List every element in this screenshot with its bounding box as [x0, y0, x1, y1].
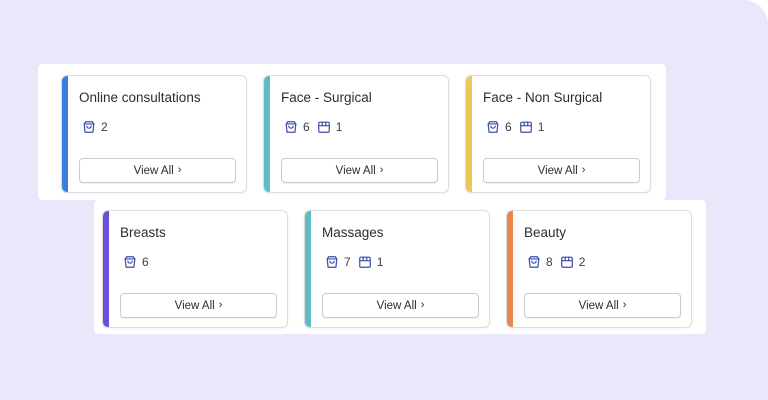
product-count: 6 [284, 120, 310, 134]
view-all-button[interactable]: View All › [79, 158, 236, 183]
product-count: 8 [527, 255, 553, 269]
card-title: Face - Non Surgical [483, 90, 603, 105]
count-value: 1 [376, 255, 384, 269]
card-accent-bar [62, 76, 68, 192]
card-title: Beauty [524, 225, 567, 240]
view-all-button[interactable]: View All › [524, 293, 681, 318]
product-count: 6 [123, 255, 149, 269]
bag-icon [486, 120, 505, 134]
view-all-button[interactable]: View All › [120, 293, 277, 318]
category-card: Massages 7 1 View All › [304, 210, 490, 328]
count-value: 8 [546, 255, 553, 269]
view-all-label: View All [174, 299, 215, 312]
view-all-label: View All [578, 299, 619, 312]
card-stats: 6 [123, 255, 156, 269]
card-stats: 2 [82, 120, 115, 134]
card-accent-bar [507, 211, 513, 327]
bag-icon [284, 120, 303, 134]
card-title: Online consultations [79, 90, 201, 105]
package-count: 1 [317, 120, 343, 134]
view-all-label: View All [133, 164, 174, 177]
count-value: 1 [335, 120, 343, 134]
chevron-right-icon: › [379, 164, 384, 176]
chevron-right-icon: › [218, 299, 223, 311]
view-all-label: View All [376, 299, 417, 312]
view-all-button[interactable]: View All › [281, 158, 438, 183]
count-value: 6 [303, 120, 310, 134]
count-value: 2 [101, 120, 108, 134]
bag-icon [325, 255, 344, 269]
view-all-label: View All [335, 164, 376, 177]
count-value: 6 [142, 255, 149, 269]
chevron-right-icon: › [622, 299, 627, 311]
count-value: 6 [505, 120, 512, 134]
category-card: Face - Surgical 6 1 View All › [263, 75, 449, 193]
category-card: Beauty 8 2 View All › [506, 210, 692, 328]
chevron-right-icon: › [420, 299, 425, 311]
product-count: 7 [325, 255, 351, 269]
product-count: 6 [486, 120, 512, 134]
count-value: 2 [578, 255, 586, 269]
view-all-button[interactable]: View All › [483, 158, 640, 183]
chevron-right-icon: › [177, 164, 182, 176]
card-title: Face - Surgical [281, 90, 372, 105]
card-accent-bar [305, 211, 311, 327]
card-title: Massages [322, 225, 384, 240]
package-count: 2 [560, 255, 586, 269]
box-icon [358, 255, 377, 269]
view-all-button[interactable]: View All › [322, 293, 479, 318]
box-icon [317, 120, 336, 134]
package-count: 1 [519, 120, 545, 134]
package-count: 1 [358, 255, 384, 269]
category-card: Face - Non Surgical 6 1 View All › [465, 75, 651, 193]
bag-icon [82, 120, 101, 134]
chevron-right-icon: › [581, 164, 586, 176]
card-accent-bar [466, 76, 472, 192]
view-all-label: View All [537, 164, 578, 177]
card-title: Breasts [120, 225, 166, 240]
count-value: 7 [344, 255, 351, 269]
product-count: 2 [82, 120, 108, 134]
bag-icon [527, 255, 546, 269]
box-icon [519, 120, 538, 134]
box-icon [560, 255, 579, 269]
count-value: 1 [537, 120, 545, 134]
category-card: Online consultations 2 View All › [61, 75, 247, 193]
card-accent-bar [264, 76, 270, 192]
card-accent-bar [103, 211, 109, 327]
category-card: Breasts 6 View All › [102, 210, 288, 328]
bag-icon [123, 255, 142, 269]
